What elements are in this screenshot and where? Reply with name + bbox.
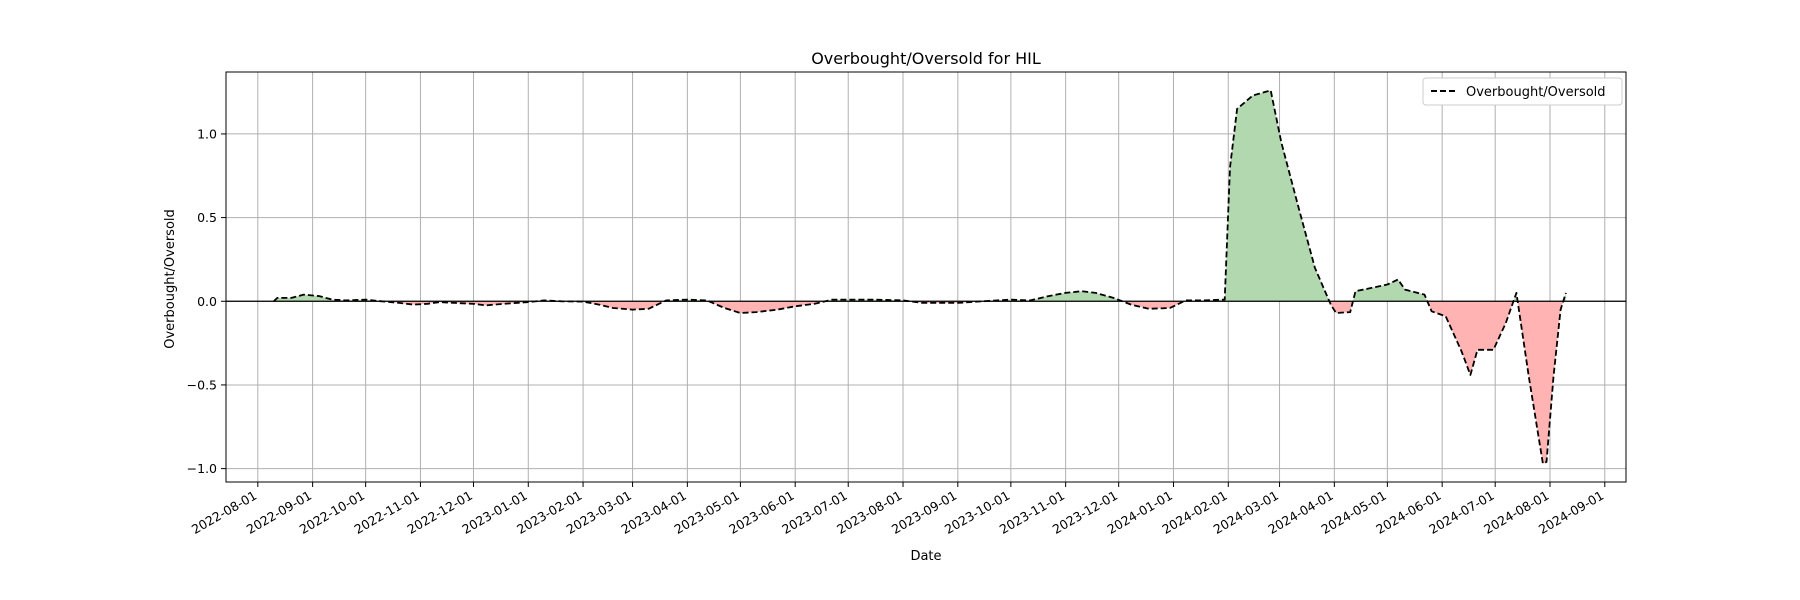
plot-frame	[225, 71, 1627, 483]
y-tick-label: 0.5	[197, 210, 217, 225]
grid-lines	[226, 72, 1626, 482]
y-tick-label: 1.0	[197, 126, 217, 141]
x-axis-label: Date	[910, 549, 941, 564]
series-line	[273, 89, 1567, 465]
y-axis-ticks: 1.0 0.5 0.0 −0.5 −1.0	[187, 126, 226, 476]
y-tick-label: −1.0	[187, 461, 217, 476]
y-tick-label: 0.0	[197, 294, 217, 309]
chart-title: Overbought/Oversold for HIL	[811, 49, 1041, 68]
area-fills	[273, 90, 1566, 464]
legend-box	[1422, 77, 1623, 106]
y-tick-label: −0.5	[187, 377, 217, 392]
legend-label: Overbought/Oversold	[1466, 85, 1606, 100]
positive-area	[273, 90, 1566, 302]
y-axis-label: Overbought/Oversold	[163, 209, 178, 349]
legend: Overbought/Oversold	[1422, 77, 1623, 106]
data-series	[273, 89, 1567, 465]
